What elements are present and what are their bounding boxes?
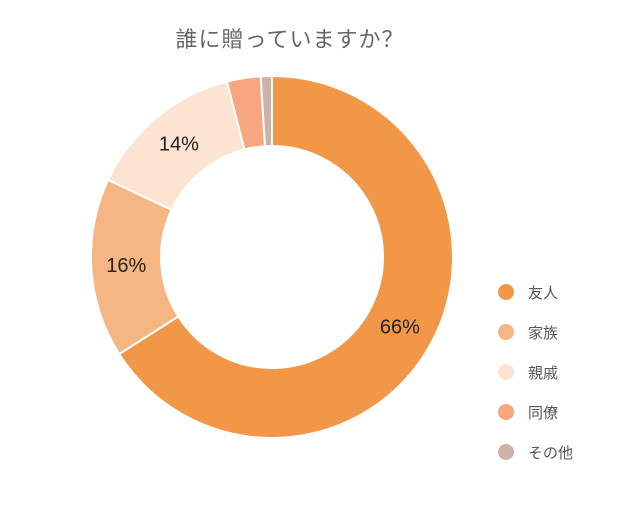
legend-label: 同僚	[528, 403, 559, 422]
legend-label: 友人	[528, 283, 559, 302]
legend-swatch	[498, 284, 514, 300]
legend-item: その他	[498, 432, 573, 472]
legend-swatch	[498, 364, 514, 380]
chart-title: 誰に贈っていますか？	[175, 28, 405, 53]
legend-label: 親戚	[528, 363, 559, 382]
legend-label: その他	[528, 443, 574, 462]
legend-swatch	[498, 444, 514, 460]
slice-5	[259, 74, 273, 148]
legend-item: 友人	[498, 272, 573, 312]
legend-swatch	[498, 404, 514, 420]
slice-1	[117, 74, 454, 439]
slice-label-1: 66%	[380, 316, 420, 338]
legend-label: 家族	[528, 323, 559, 342]
slice-label-3: 14%	[159, 134, 199, 156]
legend-item: 親戚	[498, 352, 573, 392]
legend-swatch	[498, 324, 514, 340]
slice-label-2: 16%	[106, 255, 146, 277]
chart-legend: 友人家族親戚同僚その他	[498, 272, 573, 472]
legend-item: 家族	[498, 312, 573, 352]
legend-item: 同僚	[498, 392, 573, 432]
